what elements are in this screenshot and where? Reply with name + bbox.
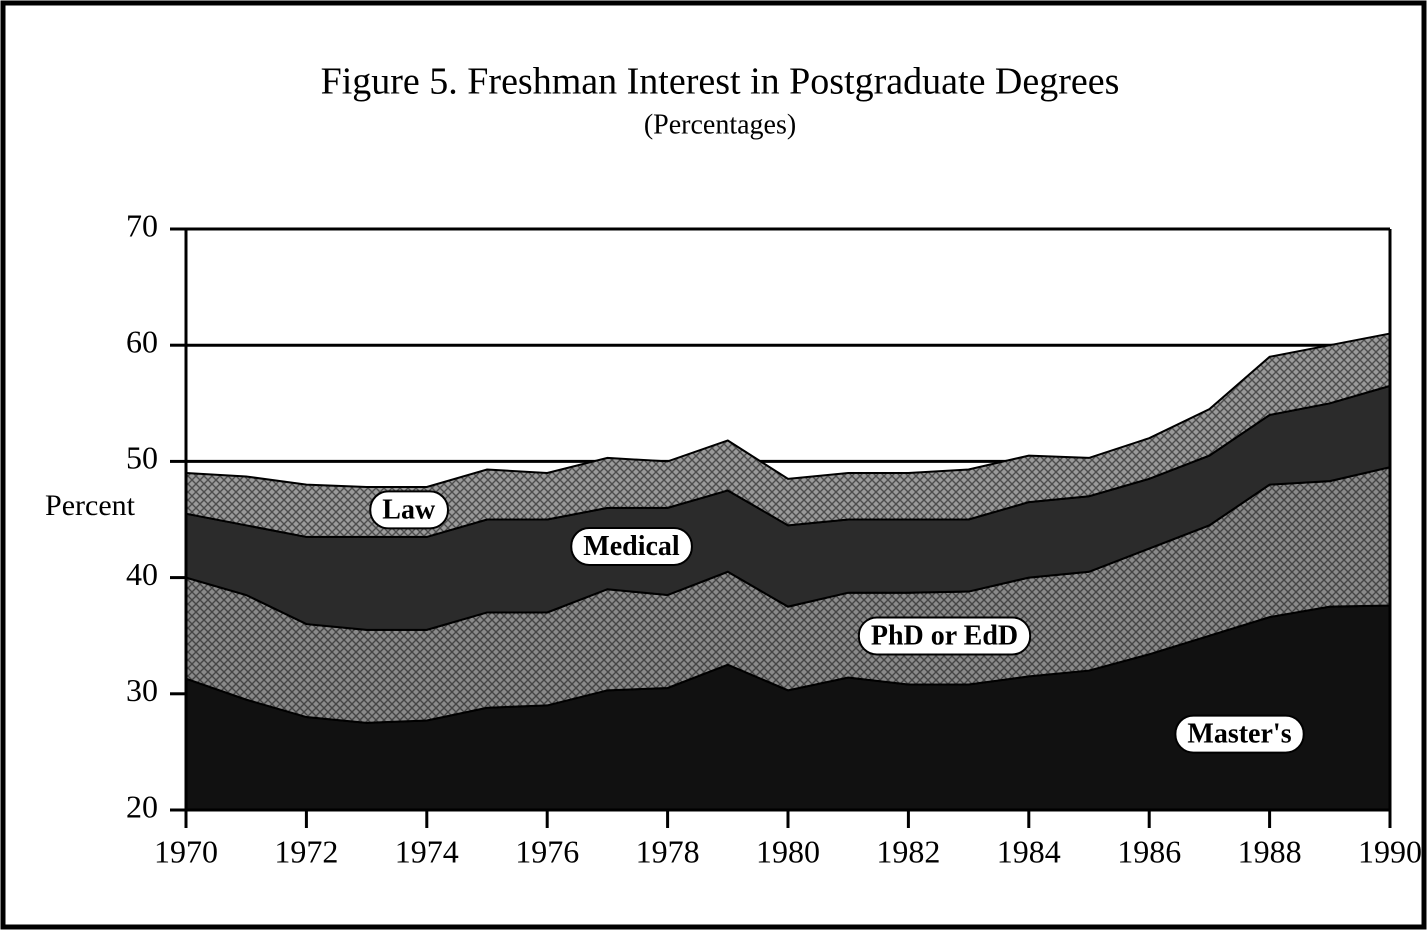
series-label-box — [369, 490, 449, 530]
area-texture — [186, 333, 1390, 537]
y-tick-label: 60 — [126, 324, 158, 360]
x-tick-label: 1980 — [756, 833, 820, 869]
x-tick-label: 1974 — [395, 833, 459, 869]
y-tick-label: 20 — [126, 788, 158, 824]
series-label: PhD or EdD — [871, 620, 1018, 651]
y-tick-label: 40 — [126, 556, 158, 592]
y-tick-label: 70 — [126, 207, 158, 243]
x-tick-label: 1970 — [154, 833, 218, 869]
series-label-box — [570, 526, 693, 566]
series-label: Master's — [1187, 719, 1291, 750]
y-axis-label: Percent — [45, 489, 136, 522]
x-tick-label: 1990 — [1358, 833, 1422, 869]
x-tick-label: 1988 — [1238, 833, 1302, 869]
x-tick-label: 1986 — [1117, 833, 1181, 869]
chart-title: Figure 5. Freshman Interest in Postgradu… — [321, 61, 1120, 103]
y-tick-label: 50 — [126, 440, 158, 476]
x-tick-label: 1978 — [636, 833, 700, 869]
x-tick-label: 1976 — [515, 833, 579, 869]
chart-subtitle: (Percentages) — [644, 109, 796, 140]
x-tick-label: 1984 — [997, 833, 1061, 869]
series-label-box — [1174, 714, 1305, 754]
x-tick-label: 1972 — [274, 833, 338, 869]
series-label: Law — [382, 494, 436, 525]
series-label: Medical — [583, 531, 680, 562]
series-label-box — [857, 616, 1032, 656]
area-texture — [186, 467, 1390, 723]
y-tick-label: 30 — [126, 672, 158, 708]
x-tick-label: 1982 — [876, 833, 940, 869]
